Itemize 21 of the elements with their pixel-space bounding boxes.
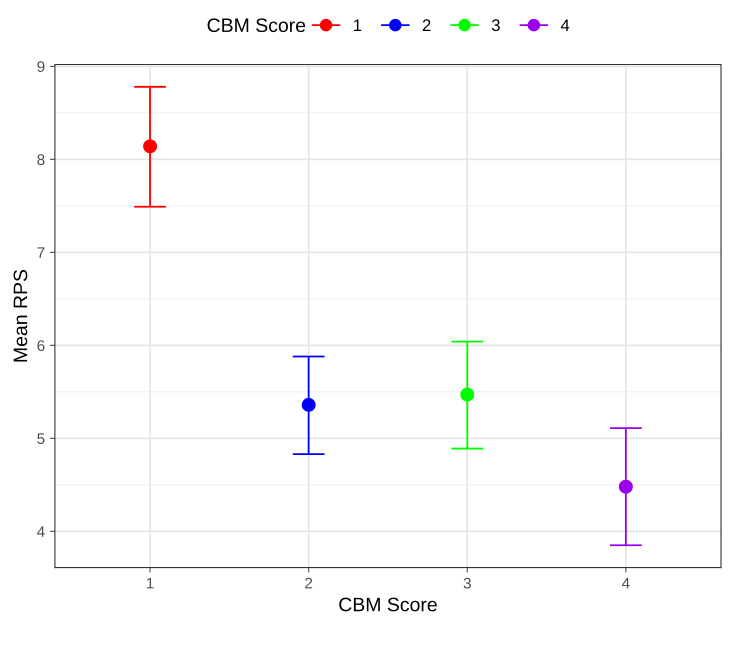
y-tick-label: 8 xyxy=(37,154,45,166)
y-tick-label: 4 xyxy=(37,526,45,537)
point xyxy=(618,480,633,494)
legend-label: 2 xyxy=(422,19,430,31)
y-axis-title: Mean RPS xyxy=(14,270,28,362)
x-tick-label: 2 xyxy=(305,578,312,588)
x-tick-label: 4 xyxy=(622,578,630,588)
y-tick-label: 6 xyxy=(37,340,45,352)
x-axis-title: CBM Score xyxy=(339,598,437,612)
y-tick-label: 7 xyxy=(37,247,44,258)
y-tick-label: 9 xyxy=(37,61,44,72)
point xyxy=(460,388,474,402)
point xyxy=(143,139,158,154)
y-tick-label: 5 xyxy=(37,433,45,444)
legend-label: 1 xyxy=(354,19,362,31)
legend-label: 4 xyxy=(560,19,570,31)
point xyxy=(302,398,316,412)
legend-title: CBM Score xyxy=(208,18,306,32)
legend-label: 3 xyxy=(492,19,500,32)
x-tick-label: 1 xyxy=(146,578,154,588)
x-tick-label: 3 xyxy=(464,578,471,589)
